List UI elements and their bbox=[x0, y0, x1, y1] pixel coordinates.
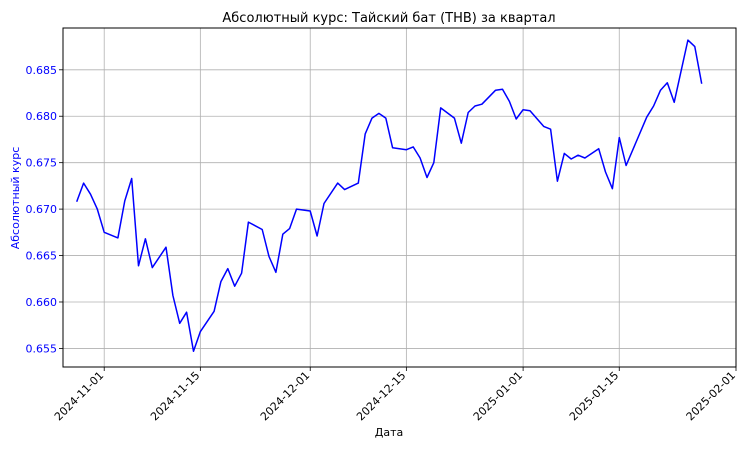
x-tick-label: 2025-02-01 bbox=[684, 369, 738, 423]
x-axis-label: Дата bbox=[375, 426, 403, 439]
plot-frame bbox=[62, 27, 737, 368]
x-tick-label: 2024-11-15 bbox=[148, 369, 202, 423]
series-line bbox=[75, 39, 703, 352]
y-tick-label: 0.675 bbox=[26, 157, 58, 170]
y-tick-label: 0.665 bbox=[26, 250, 58, 263]
x-tick-label: 2025-01-15 bbox=[567, 369, 621, 423]
chart-title: Абсолютный курс: Тайский бат (THB) за кв… bbox=[222, 11, 555, 26]
grid-lines bbox=[63, 28, 737, 367]
y-axis-label: Абсолютный курс bbox=[9, 147, 22, 250]
y-tick-label: 0.655 bbox=[26, 342, 58, 355]
x-tick-label: 2025-01-01 bbox=[471, 369, 525, 423]
y-tick-label: 0.685 bbox=[26, 64, 58, 77]
x-tick-label: 2024-12-01 bbox=[258, 369, 312, 423]
x-tick-label: 2024-11-01 bbox=[52, 369, 106, 423]
y-tick-label: 0.660 bbox=[26, 296, 58, 309]
series-group bbox=[75, 39, 703, 352]
x-tick-label: 2024-12-15 bbox=[354, 369, 408, 423]
y-axis: 0.655 0.660 0.665 0.670 0.675 0.680 0.685 bbox=[26, 64, 63, 355]
x-axis: 2024-11-01 2024-11-15 2024-12-01 2024-12-15… bbox=[52, 367, 738, 423]
y-tick-label: 0.670 bbox=[26, 203, 58, 216]
y-tick-label: 0.680 bbox=[26, 110, 58, 123]
